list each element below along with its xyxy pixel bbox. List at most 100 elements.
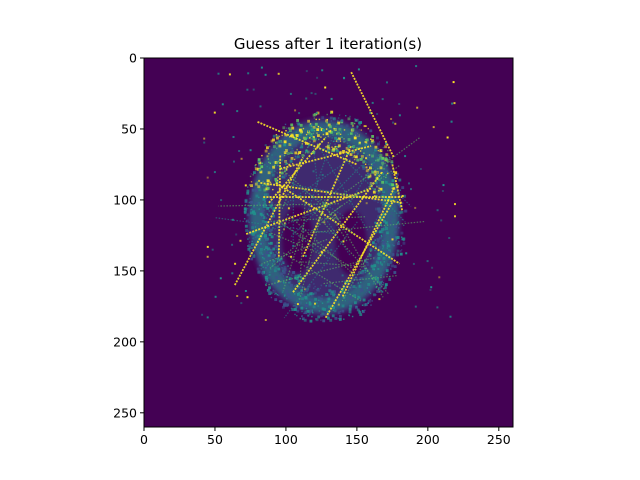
speckle-pixel <box>282 126 286 130</box>
speckle-pixel <box>274 177 278 181</box>
speckle-pixel <box>361 155 364 158</box>
outer-speck <box>392 121 394 124</box>
outer-speck <box>337 303 340 306</box>
outer-speck <box>296 303 299 306</box>
speckle-pixel <box>279 274 281 277</box>
speckle-pixel <box>372 190 376 194</box>
speckle-pixel <box>398 178 402 182</box>
speckle-pixel <box>300 293 302 295</box>
speckle-pixel <box>328 130 330 133</box>
speckle-pixel <box>367 273 370 275</box>
faint-streak <box>348 146 385 205</box>
speckle-pixel <box>331 146 333 148</box>
outer-speck <box>415 65 418 68</box>
outer-speck <box>214 295 217 298</box>
speckle-pixel <box>246 189 250 193</box>
speckle-pixel <box>291 274 293 276</box>
speckle-pixel <box>290 284 293 288</box>
speckle-pixel <box>267 188 269 190</box>
outer-speck <box>305 97 308 100</box>
speckle-pixel <box>315 318 319 322</box>
speckle-pixel <box>296 121 299 125</box>
speckle-pixel <box>367 177 370 180</box>
speckle-pixel <box>257 185 261 189</box>
speckle-pixel <box>369 182 373 185</box>
speckle-pixel <box>268 152 270 155</box>
speckle-pixel <box>383 269 385 271</box>
speckle-pixel <box>342 280 344 283</box>
speckle-pixel <box>261 154 263 157</box>
speckle-pixel <box>354 277 358 280</box>
speckle-pixel <box>271 255 274 258</box>
speckle-pixel <box>364 259 367 263</box>
speckle-pixel <box>401 236 403 238</box>
speckle-pixel <box>377 197 379 200</box>
speckle-pixel <box>272 165 276 169</box>
speckle-pixel <box>374 145 378 149</box>
outer-speck <box>292 244 295 247</box>
speckle-pixel <box>328 305 331 309</box>
speckle-pixel <box>266 213 269 216</box>
speckle-pixel <box>377 221 379 223</box>
outer-speck <box>213 111 216 114</box>
speckle-pixel <box>251 240 253 243</box>
speckle-pixel <box>272 252 274 254</box>
speckle-pixel <box>301 154 305 157</box>
speckle-pixel <box>262 253 265 257</box>
speckle-pixel <box>375 174 377 176</box>
speckle-pixel <box>375 207 378 211</box>
speckle-pixel <box>391 253 395 257</box>
speckle-pixel <box>311 128 315 132</box>
speckle-pixel <box>361 271 365 275</box>
speckle-pixel <box>385 269 389 273</box>
speckle-pixel <box>267 254 271 258</box>
speckle-pixel <box>323 314 325 316</box>
speckle-pixel <box>371 135 375 138</box>
speckle-pixel <box>314 285 316 288</box>
speckle-pixel <box>251 247 253 249</box>
speckle-pixel <box>377 253 381 257</box>
speckle-pixel <box>367 283 371 286</box>
speckle-pixel <box>341 304 345 308</box>
speckle-pixel <box>309 313 311 315</box>
speckle-pixel <box>383 240 385 243</box>
speckle-pixel <box>266 163 269 166</box>
speckle-pixel <box>317 299 320 302</box>
outer-speck <box>419 168 422 170</box>
speckle-pixel <box>309 134 313 137</box>
speckle-pixel <box>306 150 310 154</box>
speckle-pixel <box>276 241 280 245</box>
speckle-pixel <box>356 133 359 137</box>
outer-speck <box>277 72 280 75</box>
speckle-pixel <box>338 151 342 155</box>
speckle-pixel <box>271 154 273 156</box>
speckle-pixel <box>367 168 370 171</box>
speckle-pixel <box>316 132 318 134</box>
outer-speck <box>431 266 434 269</box>
speckle-pixel <box>250 232 254 236</box>
speckle-pixel <box>263 209 265 211</box>
speckle-pixel <box>250 200 253 204</box>
speckle-pixel <box>303 318 307 322</box>
speckle-pixel <box>246 219 250 223</box>
outer-speck <box>376 113 379 115</box>
speckle-pixel <box>278 144 282 148</box>
speckle-pixel <box>379 166 383 170</box>
outer-speck <box>290 255 293 258</box>
speckle-pixel <box>355 147 359 151</box>
speckle-pixel <box>319 126 322 129</box>
speckle-pixel <box>401 202 404 204</box>
speckle-pixel <box>255 194 259 198</box>
speckle-pixel <box>339 315 342 318</box>
speckle-pixel <box>317 315 321 319</box>
speckle-pixel <box>322 319 326 323</box>
speckle-pixel <box>359 271 363 275</box>
speckle-pixel <box>394 184 398 188</box>
speckle-pixel <box>337 139 341 143</box>
speckle-pixel <box>382 239 384 242</box>
speckle-pixel <box>266 194 270 198</box>
outer-speck <box>240 302 243 305</box>
speckle-pixel <box>325 146 327 148</box>
speckle-pixel <box>347 117 351 121</box>
speckle-pixel <box>399 252 403 256</box>
